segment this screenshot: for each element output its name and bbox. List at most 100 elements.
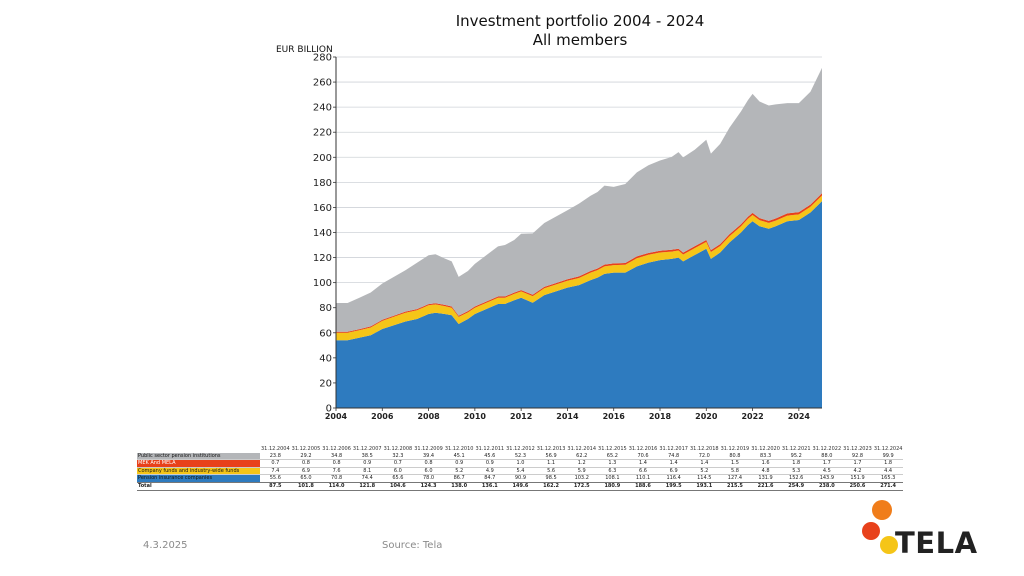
x-tick-label: 2012 <box>510 412 532 421</box>
table-cell: 62.2 <box>566 452 598 461</box>
table-cell: 7.4 <box>260 467 291 476</box>
table-cell: 4.4 <box>872 467 904 476</box>
table-cell: 95.2 <box>780 452 812 461</box>
table-cell: 65.0 <box>300 475 312 482</box>
table-total-cell: 104.6 <box>382 481 414 491</box>
axes: 0 20 40 60 80 100 120 140 160 180 200 220 240 260 280 2… <box>313 53 822 421</box>
table-total-cell: 254.9 <box>780 481 812 491</box>
table-cell: 152.6 <box>789 475 804 482</box>
y-tick-label: 160 <box>313 203 332 214</box>
table-total-cell: 114.0 <box>321 481 352 491</box>
table-header-date: 31.12.2022 <box>812 446 842 452</box>
area-series-group <box>336 67 822 408</box>
chart-title-line-1: Investment portfolio 2004 - 2024 <box>455 12 705 30</box>
table-cell: 80.8 <box>719 452 751 461</box>
table-header-date: 31.12.2016 <box>628 446 658 452</box>
table-header-date: 31.12.2010 <box>444 446 474 452</box>
x-tick-label: 2004 <box>325 412 348 421</box>
table-cell: 70.6 <box>627 452 659 461</box>
table-cell: 1.2 <box>566 459 598 468</box>
table-total-cell: 149.6 <box>505 481 536 491</box>
table-row-label: Pension insurance companies <box>137 474 260 483</box>
y-tick-label: 140 <box>313 228 332 239</box>
table-cell: 165.3 <box>880 475 896 482</box>
y-tick-label: 260 <box>313 78 332 89</box>
table-cell: 23.8 <box>260 452 291 461</box>
table-cell: 1.4 <box>688 459 720 468</box>
table-cell: 1.8 <box>872 459 904 468</box>
x-tick-label: 2024 <box>788 412 811 421</box>
table-header-date: 31.12.2004 <box>261 446 290 452</box>
table-cell: 0.9 <box>351 459 383 468</box>
table-total-cell: 193.1 <box>688 481 720 491</box>
y-tick-label: 120 <box>313 253 332 264</box>
table-cell: 8.1 <box>351 467 383 476</box>
table-cell: 39.4 <box>413 452 444 461</box>
y-tick-label: 100 <box>313 278 332 289</box>
table-total-label: Total <box>137 481 260 491</box>
y-tick-label: 280 <box>313 53 332 64</box>
table-cell: 110.1 <box>635 475 651 482</box>
x-tick-label: 2018 <box>649 412 672 421</box>
table-cell: 1.1 <box>535 459 567 468</box>
table-header-date: 31.12.2021 <box>781 446 811 452</box>
table-header-date: 31.12.2020 <box>751 446 780 452</box>
table-cell: 6.9 <box>658 467 689 476</box>
table-cell: 1.7 <box>811 459 843 468</box>
table-cell: 88.0 <box>811 452 843 461</box>
table-total-cell: 215.5 <box>719 481 751 491</box>
table-cell: 0.7 <box>260 459 291 468</box>
x-tick-label: 2010 <box>464 412 487 421</box>
table-cell: 65.2 <box>597 452 628 461</box>
table-cell: 5.2 <box>688 467 720 476</box>
table-cell: 5.4 <box>505 467 536 476</box>
table-cell: 92.8 <box>842 452 873 461</box>
table-cell: 98.5 <box>545 475 557 482</box>
y-tick-label: 40 <box>319 353 332 364</box>
table-header-date: 31.12.2011 <box>475 446 505 452</box>
table-header-date: 31.12.2024 <box>873 446 903 452</box>
table-cell: 127.4 <box>727 475 743 482</box>
table-header-date: 31.12.2012 <box>506 446 535 452</box>
table-header-date: 31.12.2005 <box>291 446 321 452</box>
area-pension-insurance-companies <box>336 201 822 408</box>
table-cell: 45.1 <box>443 452 475 461</box>
table-cell: 7.6 <box>321 467 352 476</box>
chart-title: Investment portfolio 2004 - 2024 All mem… <box>380 12 780 50</box>
table-cell: 5.9 <box>566 467 598 476</box>
table-header-blank <box>137 446 260 453</box>
table-total-cell: 180.9 <box>597 481 628 491</box>
table-total-cell: 172.5 <box>566 481 598 491</box>
y-tick-label: 220 <box>313 128 332 139</box>
y-tick-label: 240 <box>313 103 332 114</box>
table-cell: 74.4 <box>361 475 373 482</box>
table-cell: 5.2 <box>443 467 475 476</box>
tela-logo-text: TELA <box>895 526 978 560</box>
table-cell: 56.9 <box>535 452 567 461</box>
table-total-cell: 188.6 <box>627 481 659 491</box>
table-header-date: 31.12.2006 <box>322 446 351 452</box>
table-cell: 103.2 <box>574 475 589 482</box>
table-row: MEK And MELA 0.7 0.8 0.8 0.9 0.7 0.8 0.9 0.9 1.0 1… <box>137 459 904 468</box>
data-table: 31.12.2004 31.12.2005 31.12.2006 31.12.2007… <box>137 446 904 491</box>
table-cell: 114.5 <box>697 475 712 482</box>
table-header-date: 31.12.2019 <box>720 446 750 452</box>
table-header-date: 31.12.2017 <box>659 446 688 452</box>
x-tick-label: 2006 <box>371 412 394 421</box>
y-tick-label: 20 <box>319 378 332 389</box>
table-cell: 5.3 <box>780 467 812 476</box>
table-header-date: 31.12.2008 <box>383 446 413 452</box>
table-cell: 4.8 <box>750 467 781 476</box>
table-cell: 0.8 <box>321 459 352 468</box>
table-cell: 108.1 <box>605 475 620 482</box>
table-row-label: Public sector pension institutions <box>137 452 260 461</box>
table-cell: 78.0 <box>422 475 435 482</box>
table-cell: 0.8 <box>290 459 322 468</box>
table-cell: 70.8 <box>331 475 343 482</box>
table-cell: 6.0 <box>413 467 444 476</box>
table-cell: 34.8 <box>321 452 352 461</box>
table-row-label: Company funds and industry-wide funds <box>137 467 260 476</box>
y-tick-label: 0 <box>326 404 332 415</box>
table-cell: 65.6 <box>392 475 404 482</box>
table-header-date: 31.12.2007 <box>352 446 382 452</box>
